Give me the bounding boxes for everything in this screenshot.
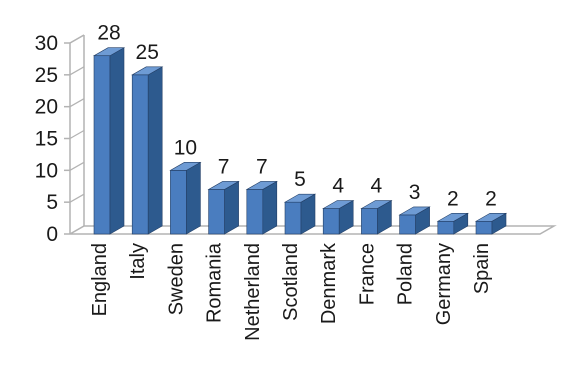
category-label: Scotland [280, 243, 302, 321]
bar [207, 180, 240, 235]
bar [169, 161, 202, 235]
y-tick-depth [69, 34, 85, 44]
data-labels: 28 25 10 7 7 5 4 4 3 2 2 [97, 22, 497, 211]
y-tick-depth [69, 66, 85, 76]
data-label: 4 [371, 175, 383, 198]
y-tick-label: 20 [35, 96, 58, 119]
bar [322, 200, 355, 235]
bar-front-face [170, 170, 187, 235]
y-tick-label: 5 [46, 191, 58, 214]
category-label: Poland [395, 243, 417, 305]
bar-side-face [186, 161, 201, 235]
bar-top-face [169, 162, 202, 171]
y-tick-label: 30 [35, 32, 58, 55]
category-labels: England Italy Sweden Romania Netherland Scotl… [89, 242, 493, 341]
bar-front-face [399, 214, 416, 235]
data-label: 2 [485, 187, 497, 210]
bar-front-face [322, 208, 340, 235]
bar [245, 180, 278, 235]
bar [283, 193, 317, 235]
bar-front-face [437, 220, 455, 235]
category-label: Netherland [242, 243, 264, 341]
data-label: 3 [409, 181, 421, 204]
category-label: Denmark [318, 242, 340, 324]
bars [92, 47, 508, 235]
bar-top-face [131, 66, 164, 76]
bar-front-face [93, 55, 111, 235]
bar [360, 200, 393, 235]
bar-top-face [360, 200, 393, 209]
bar [474, 212, 508, 235]
bar-top-face [245, 181, 278, 190]
data-label: 7 [256, 155, 268, 178]
y-tick-label: 25 [35, 64, 58, 87]
bar-side-face [109, 47, 125, 235]
category-label: Romania [204, 242, 226, 323]
y-axis-ticks: 0 5 10 15 20 25 30 [35, 32, 85, 246]
category-label: England [89, 243, 111, 316]
data-label: 7 [218, 155, 230, 178]
bar-top-face [398, 206, 431, 216]
data-label: 2 [447, 187, 459, 210]
bar-top-face [322, 200, 355, 209]
bar-front-face [246, 189, 264, 235]
bar-front-face [361, 208, 378, 235]
bar [436, 212, 469, 235]
bar-front-face [284, 201, 302, 235]
y-tick-depth [69, 129, 85, 140]
bar-front-face [131, 74, 149, 235]
data-label: 25 [136, 41, 159, 64]
bar-side-face [147, 66, 163, 235]
y-tick-depth [69, 225, 85, 235]
bar-top-face [207, 181, 240, 190]
y-tick-depth [69, 98, 85, 108]
bar-front-face [208, 189, 225, 235]
data-label: 10 [174, 136, 197, 159]
bar [131, 66, 164, 235]
y-tick-depth [69, 161, 85, 171]
bar [398, 206, 431, 235]
category-label: Spain [471, 243, 493, 294]
y-tick-depth [69, 193, 85, 203]
bar [92, 47, 126, 235]
y-tick-label: 15 [35, 128, 58, 151]
data-label: 5 [294, 168, 306, 191]
y-tick-label: 10 [35, 159, 58, 182]
y-tick-label: 0 [46, 223, 58, 246]
bar-top-face [283, 193, 317, 203]
category-label: France [356, 243, 378, 305]
data-label: 28 [97, 22, 120, 45]
category-label: Italy [127, 243, 149, 280]
bar-side-face [224, 180, 239, 235]
bar-front-face [475, 220, 493, 235]
bar-top-face [92, 47, 126, 57]
bar-side-face [262, 180, 278, 235]
bar-top-face [474, 212, 508, 222]
bar-top-face [436, 212, 469, 222]
category-label: Germany [433, 243, 455, 325]
data-label: 4 [332, 175, 344, 198]
category-label: Sweden [165, 243, 187, 315]
